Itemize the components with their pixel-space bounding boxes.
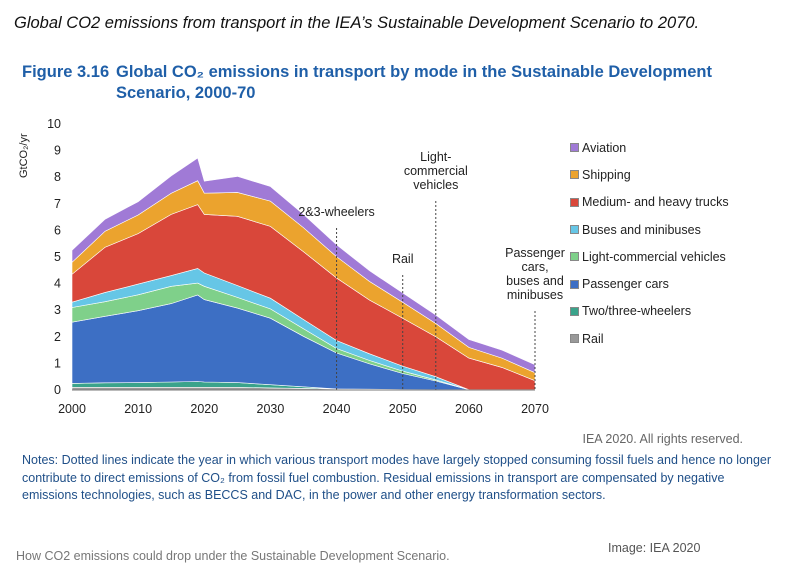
legend-label: Rail <box>582 331 604 346</box>
y-tick-label: 10 <box>47 117 61 131</box>
y-tick-label: 3 <box>54 303 61 317</box>
y-tick-label: 9 <box>54 144 61 158</box>
legend-item: Light-commercial vehicles <box>570 243 729 270</box>
legend-swatch <box>570 197 579 207</box>
x-tick-label: 2000 <box>58 402 86 416</box>
x-tick-label: 2020 <box>190 402 218 416</box>
annotation-label: 2&3-wheelers <box>298 205 374 219</box>
y-tick-label: 7 <box>54 197 61 211</box>
image-caption: How CO2 emissions could drop under the S… <box>16 549 450 563</box>
x-tick-label: 2010 <box>124 402 152 416</box>
figure-title-line-2: Scenario, 2000-70 <box>116 84 256 102</box>
legend-label: Buses and minibuses <box>582 222 701 237</box>
x-tick-label: 2030 <box>257 402 285 416</box>
legend-item: Aviation <box>570 134 729 161</box>
legend-swatch <box>570 143 579 153</box>
legend-swatch <box>570 334 579 344</box>
figure-number: Figure 3.16 <box>22 63 110 81</box>
chart-legend: Aviation Shipping Medium- and heavy trucks… <box>570 134 729 352</box>
legend-label: Shipping <box>582 167 631 182</box>
legend-label: Light-commercial vehicles <box>582 249 726 264</box>
x-tick-label: 2040 <box>323 402 351 416</box>
x-tick-label: 2060 <box>455 402 483 416</box>
y-tick-label: 8 <box>54 170 61 184</box>
legend-label: Medium- and heavy trucks <box>582 195 729 210</box>
annotation-label: Rail <box>392 252 414 266</box>
y-tick-label: 2 <box>54 330 61 344</box>
article-headline: Global CO2 emissions from transport in t… <box>14 14 700 32</box>
x-tick-label: 2070 <box>521 402 549 416</box>
legend-item: Passenger cars <box>570 270 729 297</box>
legend-swatch <box>570 306 579 316</box>
legend-item: Shipping <box>570 161 729 188</box>
legend-item: Rail <box>570 325 729 352</box>
figure-title-text: Global CO₂ emissions in transport by mod… <box>116 62 756 104</box>
annotation-label: Passenger cars, buses and minibuses <box>505 246 565 302</box>
legend-label: Passenger cars <box>582 277 669 292</box>
legend-item: Buses and minibuses <box>570 216 729 243</box>
y-tick-label: 5 <box>54 250 61 264</box>
legend-item: Two/three-wheelers <box>570 298 729 325</box>
y-tick-label: 4 <box>54 277 61 291</box>
x-tick-label: 2050 <box>389 402 417 416</box>
legend-swatch <box>570 170 579 180</box>
legend-swatch <box>570 279 579 289</box>
legend-label: Aviation <box>582 140 627 155</box>
annotation-label: Light-commercial vehicles <box>404 150 468 192</box>
legend-item: Medium- and heavy trucks <box>570 189 729 216</box>
legend-swatch <box>570 225 579 235</box>
y-tick-label: 1 <box>54 356 61 370</box>
y-tick-label: 0 <box>54 383 61 397</box>
image-credit: Image: IEA 2020 <box>608 541 701 555</box>
y-tick-label: 6 <box>54 223 61 237</box>
legend-swatch <box>570 252 579 262</box>
rights-notice: IEA 2020. All rights reserved. <box>582 432 743 446</box>
legend-label: Two/three-wheelers <box>582 304 692 319</box>
figure-title-line-1: Global CO₂ emissions in transport by mod… <box>116 63 712 81</box>
figure-notes: Notes: Dotted lines indicate the year in… <box>22 453 772 502</box>
